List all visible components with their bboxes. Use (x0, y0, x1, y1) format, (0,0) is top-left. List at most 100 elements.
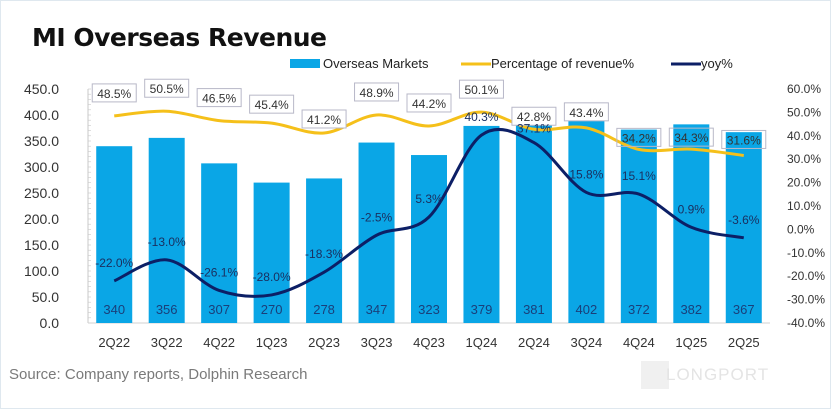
x-axis-tick-label: 1Q25 (675, 335, 707, 350)
left-axis-tick-label: 100.0 (24, 263, 59, 279)
x-axis-tick-label: 4Q24 (623, 335, 655, 350)
left-axis-tick-label: 250.0 (24, 185, 59, 201)
percentage-label-box (668, 127, 714, 147)
yoy-data-label: 15.8% (569, 167, 603, 181)
right-axis-tick-label: 30.0% (787, 152, 821, 166)
bar-value-label: 270 (261, 302, 283, 317)
x-axis-tick-label: 4Q23 (413, 335, 445, 350)
x-axis-tick-label: 3Q23 (361, 335, 393, 350)
x-axis-tick-label: 3Q24 (570, 335, 602, 350)
percentage-data-label: 43.4% (569, 106, 603, 120)
bar-value-label: 278 (313, 302, 335, 317)
watermark-text: LONGPORT (666, 365, 770, 384)
percentage-data-label: 34.2% (622, 131, 656, 145)
right-axis-tick-label: 40.0% (787, 129, 821, 143)
legend-label: Percentage of revenue% (491, 56, 635, 71)
legend-label: yoy% (701, 56, 733, 71)
percentage-label-box (511, 106, 557, 126)
right-axis-tick-label: -40.0% (787, 316, 825, 330)
longport-logo-icon (641, 361, 669, 389)
left-axis-tick-label: 150.0 (24, 237, 59, 253)
percentage-label-box (301, 109, 347, 129)
bar-overseas-markets (201, 163, 238, 323)
bar-overseas-markets (96, 146, 133, 323)
yoy-data-label: -13.0% (148, 235, 186, 249)
bar-value-label: 307 (208, 302, 230, 317)
bar-overseas-markets (253, 182, 290, 323)
bar-value-label: 323 (418, 302, 440, 317)
source-note: Source: Company reports, Dolphin Researc… (9, 366, 308, 383)
percentage-label-box (144, 78, 190, 98)
percentage-label-box (563, 102, 609, 122)
percentage-label-box (721, 129, 767, 149)
bar-overseas-markets (568, 113, 605, 324)
x-axis-tick-label: 3Q22 (151, 335, 183, 350)
chart-title: MI Overseas Revenue (32, 23, 327, 52)
x-axis-tick-label: 4Q22 (203, 335, 235, 350)
bar-overseas-markets (358, 142, 395, 323)
left-axis-tick-label: 50.0 (32, 289, 59, 305)
percentage-data-label: 42.8% (517, 110, 551, 124)
legend-label: Overseas Markets (323, 56, 429, 71)
bar-value-label: 382 (680, 302, 702, 317)
yoy-data-label: 37.1% (517, 122, 551, 136)
bar-value-label: 381 (523, 302, 545, 317)
bar-value-label: 402 (576, 302, 598, 317)
left-axis-tick-label: 400.0 (24, 107, 59, 123)
left-axis-tick-label: 300.0 (24, 159, 59, 175)
percentage-data-label: 45.4% (255, 98, 289, 112)
bar-overseas-markets (620, 129, 657, 323)
yoy-data-label: -26.1% (200, 265, 238, 279)
x-axis-tick-label: 2Q23 (308, 335, 340, 350)
right-axis-tick-label: -30.0% (787, 293, 825, 307)
yoy-data-label: 0.9% (678, 202, 706, 216)
bar-value-label: 347 (366, 302, 388, 317)
bar-overseas-markets (411, 155, 447, 323)
bar-overseas-markets (306, 178, 343, 323)
bar-overseas-markets (725, 132, 762, 323)
left-axis-tick-label: 0.0 (40, 315, 60, 331)
yoy-data-label: 40.3% (464, 110, 498, 124)
line-yoy (113, 127, 745, 298)
percentage-label-box (354, 82, 400, 102)
yoy-data-label: -18.3% (305, 247, 343, 261)
x-axis-tick-label: 2Q24 (518, 335, 550, 350)
percentage-data-label: 48.9% (360, 86, 394, 100)
bar-overseas-markets (463, 125, 500, 323)
bar-value-label: 379 (471, 302, 493, 317)
right-axis-tick-label: 0.0% (787, 222, 815, 236)
left-axis-tick-label: 200.0 (24, 211, 59, 227)
legend-swatch-overseas-markets (290, 59, 320, 68)
percentage-data-label: 31.6% (727, 133, 761, 147)
yoy-data-label: -28.0% (253, 270, 291, 284)
x-axis-tick-label: 2Q22 (98, 335, 130, 350)
percentage-label-box (249, 94, 295, 114)
percentage-label-box (616, 127, 662, 147)
right-axis-tick-label: 60.0% (787, 82, 821, 96)
yoy-data-label: 15.1% (622, 169, 656, 183)
percentage-data-label: 44.2% (412, 97, 446, 111)
percentage-label-box (458, 79, 504, 99)
yoy-data-label: -22.0% (95, 256, 133, 270)
left-axis-tick-label: 350.0 (24, 133, 59, 149)
bar-value-label: 356 (156, 302, 178, 317)
x-axis-tick-label: 1Q23 (256, 335, 288, 350)
percentage-data-label: 34.3% (674, 131, 708, 145)
bar-value-label: 372 (628, 302, 650, 317)
percentage-label-box (91, 83, 137, 103)
x-axis-tick-label: 2Q25 (728, 335, 760, 350)
right-axis-tick-label: -10.0% (787, 246, 825, 260)
bar-value-label: 340 (103, 302, 125, 317)
bar-overseas-markets (515, 124, 552, 323)
bar-value-label: 367 (733, 302, 755, 317)
percentage-data-label: 50.1% (464, 83, 498, 97)
percentage-data-label: 48.5% (97, 87, 131, 101)
percentage-label-box (406, 93, 452, 113)
percentage-data-label: 50.5% (150, 82, 184, 96)
right-axis-tick-label: 50.0% (787, 105, 821, 119)
right-axis-tick-label: 10.0% (787, 199, 821, 213)
percentage-label-box (196, 88, 242, 108)
left-axis-tick-label: 450.0 (24, 81, 59, 97)
